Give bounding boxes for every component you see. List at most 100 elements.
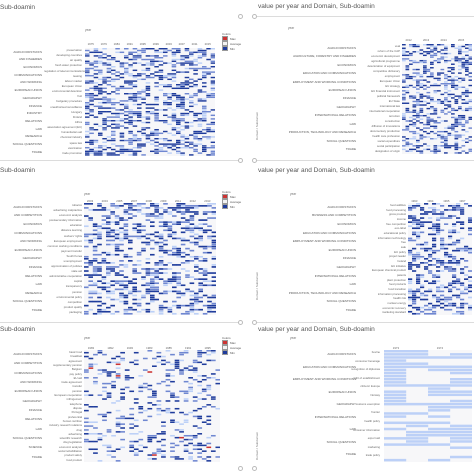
- resize-handle[interactable]: [238, 320, 243, 325]
- legend-item[interactable]: Average: [222, 41, 241, 46]
- heatmap-cell: [114, 310, 120, 313]
- heatmap-cell: [416, 276, 421, 278]
- resize-handle[interactable]: [252, 466, 257, 471]
- heatmap-cell: [158, 148, 164, 151]
- heatmap-cell: [85, 154, 90, 156]
- heatmap-cell: [456, 241, 461, 244]
- heatmap-cell: [433, 113, 438, 115]
- heatmap-cell: [465, 107, 469, 110]
- legend-item[interactable]: Average: [222, 199, 241, 204]
- heatmap-cell: [128, 132, 133, 135]
- heatmap-cell: [145, 262, 151, 264]
- heatmap-cell: [194, 205, 199, 207]
- heatmap-cell: [102, 76, 107, 79]
- heatmap-cell: [201, 450, 207, 452]
- heatmap-cell: [158, 143, 164, 145]
- legend-item[interactable]: Min: [222, 46, 241, 51]
- heatmap-cell: [132, 227, 137, 230]
- domain-label: SOCIAL QUESTIONS: [326, 439, 356, 444]
- legend-item[interactable]: Min: [222, 204, 241, 209]
- heatmap-cell: [167, 213, 173, 215]
- heatmap-cell: [419, 84, 424, 87]
- heatmap-cell: [464, 302, 469, 305]
- heatmap-cell: [154, 243, 159, 246]
- heatmap-cell: [201, 421, 207, 423]
- heatmap-cell: [176, 306, 181, 309]
- heatmap-cell: [188, 411, 193, 414]
- subdomain-label: export aid: [367, 436, 380, 441]
- resize-handle[interactable]: [238, 14, 243, 19]
- heatmap-cell: [154, 264, 159, 266]
- heatmap-cell: [420, 247, 425, 250]
- year-tick-label: 2003: [86, 199, 94, 203]
- heatmap-cell: [132, 125, 138, 127]
- heatmap-cell: [416, 282, 421, 285]
- resize-handle[interactable]: [238, 158, 243, 163]
- heatmap-cell: [440, 100, 445, 103]
- heatmap-cell: [211, 241, 216, 244]
- heatmap-cell: [167, 103, 172, 106]
- heatmap-cell: [412, 86, 417, 88]
- heatmap-cell: [141, 276, 146, 278]
- legend-item[interactable]: Max: [222, 194, 241, 199]
- heatmap-cell: [115, 417, 121, 420]
- heatmap-cell: [460, 302, 465, 305]
- heatmap-cell: [458, 146, 462, 149]
- heatmap-cell: [106, 292, 111, 295]
- heatmap-cell: [106, 120, 112, 122]
- heatmap-cell: [114, 243, 120, 246]
- heatmap-grid[interactable]: [85, 48, 215, 156]
- subdomain-label: economic development: [371, 54, 400, 58]
- heatmap-cell: [444, 262, 449, 264]
- heatmap-cell: [468, 251, 472, 254]
- heatmap-cell: [211, 217, 216, 219]
- heatmap-grid[interactable]: [402, 44, 472, 154]
- heatmap-cell: [115, 409, 121, 412]
- legend-item[interactable]: Max: [222, 36, 241, 41]
- heatmap-cell: [405, 58, 410, 60]
- heatmap-cell: [440, 136, 445, 138]
- heatmap-grid[interactable]: [408, 203, 472, 315]
- subdomain-label: scientific research: [59, 436, 82, 441]
- heatmap-cell: [170, 353, 175, 356]
- heatmap-cell: [468, 75, 472, 78]
- year-tick-label: 2007: [130, 199, 138, 203]
- heatmap-cell: [171, 76, 177, 79]
- legend-swatch: [222, 41, 228, 46]
- heatmap-cell: [416, 280, 421, 283]
- heatmap-grid[interactable]: [84, 203, 216, 315]
- heatmap-cell: [424, 308, 429, 311]
- heatmap-cell: [145, 69, 151, 72]
- heatmap-grid[interactable]: [384, 350, 472, 462]
- heatmap-cell: [147, 371, 153, 373]
- heatmap-cell: [460, 223, 465, 225]
- heatmap-cell: [161, 359, 166, 362]
- heatmap-cell: [450, 430, 472, 434]
- heatmap-cell: [106, 76, 112, 79]
- heatmap-cell: [147, 436, 153, 439]
- heatmap-cell: [468, 139, 472, 142]
- heatmap-cell: [176, 253, 181, 256]
- legend-item[interactable]: Min: [222, 350, 241, 355]
- heatmap-cell: [433, 109, 438, 112]
- subdomain-label: product quality: [63, 304, 82, 309]
- heatmap-cell: [202, 107, 207, 109]
- heatmap-cell: [150, 294, 155, 297]
- heatmap-cell: [172, 290, 177, 293]
- heatmap-cell: [202, 136, 207, 138]
- legend-item[interactable]: Average: [222, 345, 241, 350]
- heatmap-cell: [452, 207, 457, 209]
- legend-item[interactable]: Max: [222, 340, 241, 345]
- resize-handle[interactable]: [238, 466, 243, 471]
- subdomain-label: patents: [396, 273, 406, 277]
- resize-handle[interactable]: [252, 320, 257, 325]
- resize-handle[interactable]: [252, 14, 257, 19]
- heatmap-cell: [193, 136, 198, 138]
- heatmap-grid[interactable]: [84, 350, 220, 462]
- heatmap-cell: [114, 229, 120, 232]
- heatmap-cell: [461, 150, 466, 152]
- heatmap-cell: [128, 241, 133, 244]
- heatmap-cell: [167, 207, 173, 209]
- resize-handle[interactable]: [252, 158, 257, 163]
- heatmap-cell: [426, 91, 431, 94]
